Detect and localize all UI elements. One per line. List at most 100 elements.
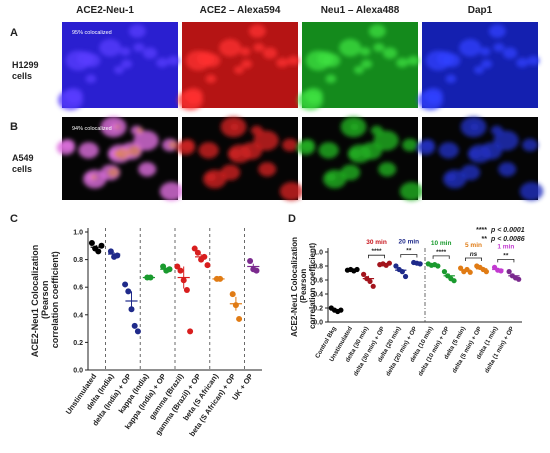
significance-bracket <box>465 257 482 261</box>
y-tick-label: 0.8 <box>73 257 83 264</box>
cell <box>138 162 157 177</box>
data-point <box>253 267 260 274</box>
column-header: Neu1 – Alexa488 <box>321 5 400 16</box>
cell <box>253 43 265 52</box>
panel-letter: A <box>10 27 18 39</box>
cell <box>416 140 436 156</box>
cell <box>233 65 244 74</box>
cell <box>527 55 540 66</box>
data-point <box>393 263 399 269</box>
cell <box>67 94 80 105</box>
data-point <box>402 273 409 280</box>
cell <box>241 59 253 69</box>
y-tick-label: 0.2 <box>313 306 323 313</box>
cell <box>136 127 144 134</box>
cell <box>248 24 266 38</box>
data-point <box>354 266 360 273</box>
cell <box>460 116 487 138</box>
time-label: 20 min <box>399 239 420 246</box>
data-point <box>361 271 367 277</box>
column-header: ACE2 – Alexa594 <box>200 5 281 16</box>
cell <box>56 140 76 156</box>
cell <box>323 169 347 189</box>
data-point <box>88 240 95 247</box>
row-label: H1299 cells <box>12 60 39 81</box>
legend-stars: ** <box>482 236 488 243</box>
cell <box>502 47 518 59</box>
cell <box>468 148 481 159</box>
cell <box>228 148 241 159</box>
cell <box>121 59 133 69</box>
data-point <box>187 328 194 335</box>
y-tick-label: 0.0 <box>313 320 323 327</box>
data-point <box>194 249 201 256</box>
cell <box>220 116 247 138</box>
cell <box>113 150 122 158</box>
cell <box>156 57 169 68</box>
cell <box>353 65 364 74</box>
micrographs <box>56 22 544 201</box>
time-label: 10 min <box>431 240 452 247</box>
cell <box>219 38 242 57</box>
cell <box>90 174 98 180</box>
cell <box>142 47 158 59</box>
y-axis-label: ACE2-Neu1 Colocalization (Pearson correl… <box>290 237 317 337</box>
y-axis-label: ACE2-Neu1 Colocalization (Pearson correl… <box>30 245 60 358</box>
cell <box>282 138 299 152</box>
cell <box>348 148 361 159</box>
colocalization-note: 95% colocalized <box>72 30 112 36</box>
cell <box>493 43 505 52</box>
panel-letter: C <box>10 213 18 225</box>
cells <box>416 116 544 201</box>
cell <box>479 47 491 56</box>
cell <box>168 141 178 149</box>
cell <box>519 181 544 201</box>
cell <box>402 138 419 152</box>
significance-bracket <box>368 254 385 259</box>
data-point <box>417 261 423 267</box>
data-point <box>177 267 184 274</box>
data-point <box>483 269 489 275</box>
cell <box>113 65 124 74</box>
data-point <box>204 262 211 269</box>
cell <box>396 57 409 68</box>
cell <box>262 47 278 59</box>
cells <box>176 116 304 201</box>
data-point <box>370 283 376 289</box>
data-point <box>458 265 464 271</box>
cell <box>359 47 371 56</box>
significance-stars: ** <box>406 248 412 255</box>
panel-letter: D <box>288 213 296 225</box>
cell <box>382 47 398 59</box>
cell <box>85 74 97 84</box>
cell <box>522 138 539 152</box>
cell <box>488 24 506 38</box>
cell <box>373 43 385 52</box>
y-tick-label: 0.8 <box>313 264 323 271</box>
cell <box>378 162 397 177</box>
cell <box>368 24 386 38</box>
y-tick-label: 0.4 <box>313 292 323 299</box>
data-point <box>107 248 114 255</box>
data-point <box>131 322 138 329</box>
y-tick-label: 0.2 <box>73 340 83 347</box>
data-point <box>506 269 512 275</box>
cell <box>438 142 459 159</box>
data-point <box>191 245 198 252</box>
cell <box>203 169 227 189</box>
cell <box>436 51 455 66</box>
time-label: 1 min <box>497 243 514 250</box>
cell <box>196 51 215 66</box>
cell <box>399 181 424 201</box>
significance-bracket <box>497 259 515 263</box>
cell <box>114 124 121 130</box>
cell <box>253 130 279 151</box>
cell <box>307 94 320 105</box>
cell <box>107 167 120 178</box>
data-point <box>134 328 141 335</box>
cell <box>443 169 467 189</box>
cell <box>373 130 399 151</box>
cell <box>127 145 141 157</box>
cells <box>56 116 184 201</box>
